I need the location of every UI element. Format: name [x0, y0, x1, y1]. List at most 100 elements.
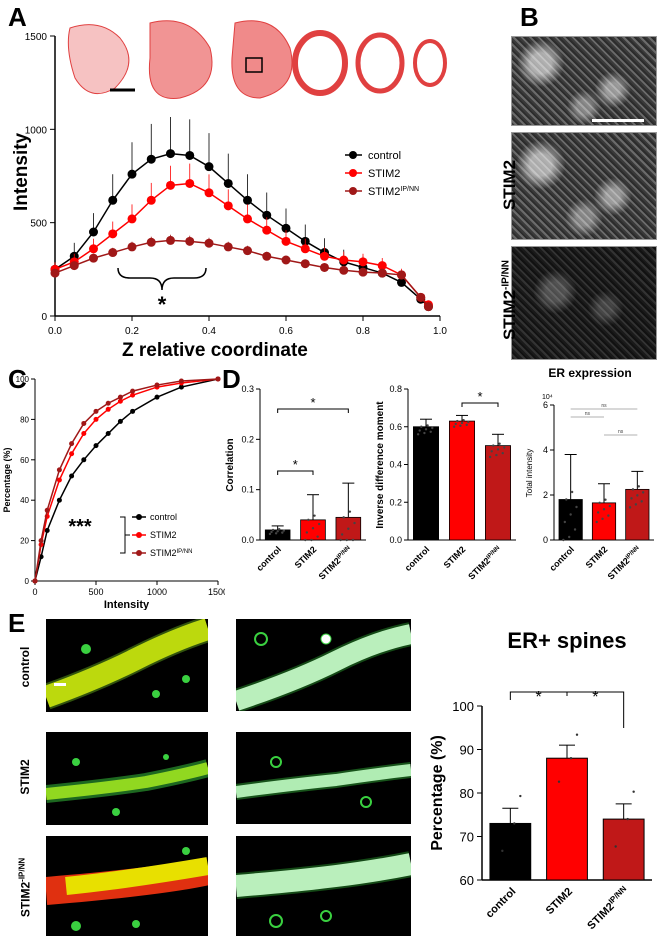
d2-data-dot	[459, 424, 462, 428]
a-point	[108, 195, 118, 205]
d1-sig-bracket-1	[277, 470, 314, 475]
d1-bar	[300, 519, 326, 541]
e-category-label: control	[484, 886, 519, 921]
d3-data-dot	[641, 491, 645, 494]
d2-bar	[485, 445, 512, 541]
a-point	[397, 270, 406, 280]
a-point	[166, 235, 175, 245]
panel-b-row-label-stim2ipnn: STIM2-IP/NN	[500, 259, 519, 341]
a-point	[146, 195, 156, 205]
d1-sig-bracket-2	[277, 408, 349, 413]
d3-data-dot	[573, 528, 577, 531]
d3-ylabel: Total intensity	[525, 449, 534, 497]
panel-label-e: E	[8, 608, 26, 638]
e-data-dot	[575, 733, 579, 736]
d3-data-dot	[630, 497, 633, 500]
panel-label-d: D	[222, 364, 241, 394]
c-point	[178, 378, 184, 384]
d1-data-dot	[313, 514, 316, 517]
panel-e-chart: ER+ spines 60 70 80 90 100 Percentage (%) contr…	[429, 628, 652, 932]
d3-data-dot	[595, 520, 598, 524]
d2-data-dot	[456, 419, 459, 423]
c-point	[130, 388, 136, 394]
d2-category-label: STIM2	[442, 544, 468, 570]
d2-y-tick-label: 0.2	[389, 497, 402, 507]
c-legend-label: STIM2IP/NN	[150, 548, 193, 558]
c-point	[56, 467, 62, 473]
c-point	[117, 398, 123, 404]
panel-e-image-control-raw	[41, 616, 212, 712]
d3-bar	[558, 499, 583, 541]
d3-y-tick-label: 2	[543, 490, 548, 500]
d3-data-dot	[634, 503, 638, 506]
d2-y-tick-label: 0.0	[389, 535, 402, 545]
d1-data-dot	[276, 530, 279, 533]
d2-data-dot	[492, 444, 495, 447]
d2-bar	[449, 420, 476, 541]
d3-data-dot	[569, 513, 572, 516]
a-x-tick-label: 0.8	[356, 326, 370, 337]
d3-data-dot	[565, 498, 568, 501]
panel-b-row-label-stim2: STIM2	[500, 159, 519, 211]
a-point	[204, 162, 214, 172]
a-point	[339, 265, 349, 275]
e-y-tick-label: 60	[460, 873, 474, 888]
a-point	[320, 262, 329, 272]
d3-data-dot	[608, 504, 612, 508]
panel-e-row-label-stim2: STIM2	[18, 759, 32, 795]
c-point	[56, 477, 62, 483]
c-x-tick-label: 500	[88, 587, 103, 597]
d3-data-dot	[628, 506, 632, 509]
d2-data-dot	[460, 421, 464, 425]
panel-a-cell-images	[67, 20, 447, 99]
c-significance: ***	[68, 516, 92, 538]
d1-ylabel: Correlation	[225, 438, 236, 491]
c-point	[69, 473, 75, 479]
c-point	[56, 497, 62, 503]
a-brace	[117, 267, 207, 291]
d3-data-dot	[563, 520, 567, 524]
d2-data-dot	[416, 433, 420, 436]
d3-ns-label: ns	[585, 411, 591, 417]
panel-a-xlabel: Z relative coordinate	[122, 340, 308, 361]
d3-data-dot	[602, 508, 606, 511]
c-xlabel: Intensity	[104, 599, 150, 610]
e-title: ER+ spines	[507, 628, 626, 653]
panel-e-image-stim2ipnn-mask	[234, 836, 414, 936]
d3-data-dot	[570, 490, 574, 494]
e-data-dot	[614, 845, 617, 848]
d1-data-dot	[311, 527, 315, 530]
d3-y-tick-label: 4	[543, 445, 548, 455]
a-point	[262, 225, 272, 235]
d2-data-dot	[429, 430, 432, 433]
c-point	[69, 441, 75, 447]
c-point	[38, 538, 44, 544]
a-point	[127, 242, 137, 252]
d3-data-dot	[601, 517, 604, 521]
a-significance-star: *	[158, 292, 167, 317]
a-point	[204, 188, 214, 198]
d3-data-dot	[562, 538, 565, 542]
e-sig-star-2: *	[592, 689, 598, 706]
d3-y-tick-label: 0	[543, 535, 548, 545]
a-point	[339, 255, 349, 265]
c-legend-bracket	[120, 516, 130, 554]
c-legend-marker	[136, 532, 142, 538]
e-category-label: STIM2IP/NN	[584, 884, 632, 932]
d3-category-label: STIM2IP/NN	[606, 544, 643, 580]
panel-b-image-1	[511, 36, 657, 126]
d2-data-dot	[498, 442, 501, 445]
d3-data-dot	[596, 511, 600, 514]
e-y-tick-label: 100	[452, 699, 474, 714]
d1-bar	[264, 529, 291, 541]
a-point	[281, 255, 291, 265]
d3-exponent: 10⁴	[542, 394, 553, 401]
d2-data-dot	[454, 422, 457, 426]
d1-data-dot	[274, 532, 278, 535]
e-y-tick-label: 80	[460, 786, 474, 801]
a-point	[223, 201, 233, 211]
d2-y-tick-label: 0.8	[389, 384, 402, 394]
e-ylabel: Percentage (%)	[429, 735, 446, 851]
